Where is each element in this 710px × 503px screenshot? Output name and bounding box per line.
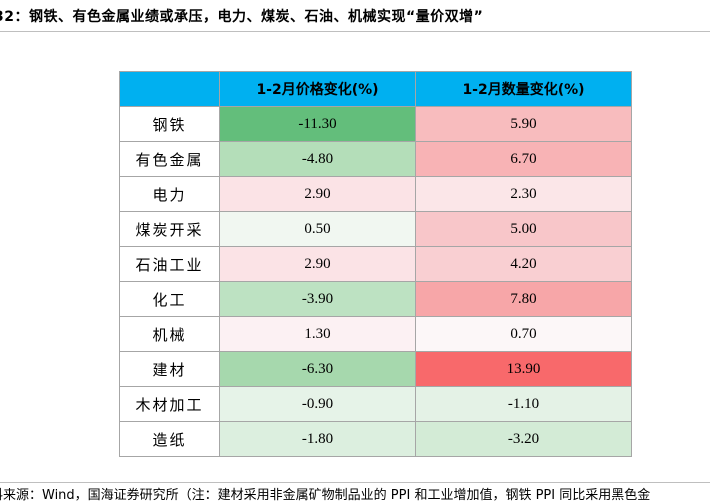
volume-change-cell: 2.30 — [415, 176, 632, 212]
volume-change-cell: 13.90 — [415, 351, 632, 387]
header-corner — [119, 71, 220, 107]
price-change-cell: -11.30 — [219, 106, 416, 142]
header-row: 1-2月价格变化(%) 1-2月数量变化(%) — [119, 71, 632, 107]
table-row: 电力 2.90 2.30 — [119, 176, 632, 212]
price-change-cell: -0.90 — [219, 386, 416, 422]
price-change-cell: -6.30 — [219, 351, 416, 387]
industry-label: 煤炭开采 — [119, 211, 220, 247]
price-change-cell: -4.80 — [219, 141, 416, 177]
table-row: 钢铁 -11.30 5.90 — [119, 106, 632, 142]
industry-label: 木材加工 — [119, 386, 220, 422]
industry-label: 造纸 — [119, 421, 220, 457]
table-row: 造纸 -1.80 -3.20 — [119, 421, 632, 457]
footer-divider — [0, 482, 710, 483]
volume-change-cell: -1.10 — [415, 386, 632, 422]
price-change-cell: 2.90 — [219, 246, 416, 282]
table-row: 机械 1.30 0.70 — [119, 316, 632, 352]
title-divider — [0, 31, 710, 32]
table-row: 木材加工 -0.90 -1.10 — [119, 386, 632, 422]
table-row: 煤炭开采 0.50 5.00 — [119, 211, 632, 247]
table-row: 有色金属 -4.80 6.70 — [119, 141, 632, 177]
volume-change-cell: 5.00 — [415, 211, 632, 247]
price-change-cell: 1.30 — [219, 316, 416, 352]
table-row: 石油工业 2.90 4.20 — [119, 246, 632, 282]
table-row: 化工 -3.90 7.80 — [119, 281, 632, 317]
price-change-cell: -3.90 — [219, 281, 416, 317]
price-change-cell: 2.90 — [219, 176, 416, 212]
header-volume-change: 1-2月数量变化(%) — [415, 71, 632, 107]
industry-label: 钢铁 — [119, 106, 220, 142]
figure-title: 32：钢铁、有色金属业绩或承压，电力、煤炭、石油、机械实现“量价双增” — [0, 9, 484, 25]
industry-label: 化工 — [119, 281, 220, 317]
industry-label: 建材 — [119, 351, 220, 387]
header-price-change: 1-2月价格变化(%) — [219, 71, 416, 107]
industry-label: 机械 — [119, 316, 220, 352]
table-row: 建材 -6.30 13.90 — [119, 351, 632, 387]
volume-change-cell: 0.70 — [415, 316, 632, 352]
volume-change-cell: 4.20 — [415, 246, 632, 282]
price-change-cell: 0.50 — [219, 211, 416, 247]
volume-change-cell: 5.90 — [415, 106, 632, 142]
industry-label: 石油工业 — [119, 246, 220, 282]
volume-change-cell: 6.70 — [415, 141, 632, 177]
data-table: 1-2月价格变化(%) 1-2月数量变化(%) 钢铁 -11.30 5.90 有色金属… — [119, 71, 632, 457]
volume-change-cell: -3.20 — [415, 421, 632, 457]
price-change-cell: -1.80 — [219, 421, 416, 457]
source-note: 料来源：Wind，国海证券研究所（注：建材采用非金属矿物制品业的 PPI 和工业… — [0, 488, 651, 503]
industry-label: 有色金属 — [119, 141, 220, 177]
industry-label: 电力 — [119, 176, 220, 212]
volume-change-cell: 7.80 — [415, 281, 632, 317]
